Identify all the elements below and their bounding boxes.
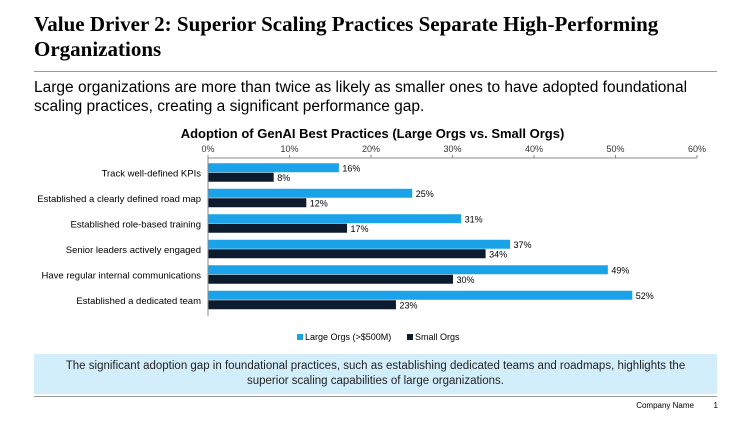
x-tick-label: 20% bbox=[362, 144, 380, 154]
data-label: 25% bbox=[416, 189, 434, 199]
data-label: 49% bbox=[611, 265, 629, 275]
data-label: 34% bbox=[489, 249, 507, 259]
bar-small-orgs bbox=[208, 198, 307, 208]
slide-title: Value Driver 2: Superior Scaling Practic… bbox=[34, 12, 659, 61]
slide-subtitle: Large organizations are more than twice … bbox=[34, 79, 688, 115]
x-tick-label: 40% bbox=[525, 144, 543, 154]
x-tick-label: 0% bbox=[201, 144, 214, 154]
bar-large-orgs bbox=[208, 265, 608, 275]
category-label: Established a dedicated team bbox=[76, 296, 201, 307]
data-label: 52% bbox=[636, 291, 654, 301]
data-label: 8% bbox=[277, 173, 290, 183]
x-tick-label: 10% bbox=[280, 144, 298, 154]
callout-text: The significant adoption gap in foundati… bbox=[65, 360, 686, 387]
bar-small-orgs bbox=[208, 172, 274, 182]
title-divider bbox=[34, 71, 717, 72]
legend-label-small-orgs: Small Orgs bbox=[415, 332, 460, 342]
footer-divider bbox=[34, 396, 717, 397]
chart-title: Adoption of GenAI Best Practices (Large … bbox=[181, 126, 565, 141]
legend-swatch-small-orgs bbox=[407, 334, 413, 340]
bar-large-orgs bbox=[208, 163, 339, 173]
bar-large-orgs bbox=[208, 239, 511, 249]
callout-box: The significant adoption gap in foundati… bbox=[34, 354, 717, 394]
data-label: 12% bbox=[310, 198, 328, 208]
data-label: 23% bbox=[399, 300, 417, 310]
bar-small-orgs bbox=[208, 274, 453, 284]
legend-swatch-large-orgs bbox=[297, 334, 303, 340]
data-label: 16% bbox=[342, 163, 360, 173]
bar-large-orgs bbox=[208, 214, 462, 224]
category-label: Track well-defined KPIs bbox=[102, 168, 202, 179]
bar-large-orgs bbox=[208, 188, 413, 198]
bar-small-orgs bbox=[208, 249, 486, 259]
legend-label-large-orgs: Large Orgs (>$500M) bbox=[305, 332, 391, 342]
category-label: Senior leaders actively engaged bbox=[66, 245, 201, 256]
data-label: 31% bbox=[465, 214, 483, 224]
data-label: 37% bbox=[514, 240, 532, 250]
category-label: Have regular internal communications bbox=[42, 270, 202, 281]
x-tick-label: 60% bbox=[688, 144, 706, 154]
x-tick-label: 30% bbox=[443, 144, 461, 154]
bar-small-orgs bbox=[208, 300, 396, 310]
category-label: Established role-based training bbox=[71, 219, 201, 230]
data-label: 30% bbox=[457, 275, 475, 285]
category-label: Established a clearly defined road map bbox=[37, 194, 201, 205]
data-label: 17% bbox=[351, 224, 369, 234]
x-tick-label: 50% bbox=[606, 144, 624, 154]
bar-chart: Adoption of GenAI Best Practices (Large … bbox=[37, 126, 706, 342]
footer-company-name: Company Name bbox=[636, 401, 694, 410]
bar-small-orgs bbox=[208, 223, 348, 233]
bar-large-orgs bbox=[208, 290, 633, 300]
footer-page-number: 1 bbox=[713, 401, 718, 410]
